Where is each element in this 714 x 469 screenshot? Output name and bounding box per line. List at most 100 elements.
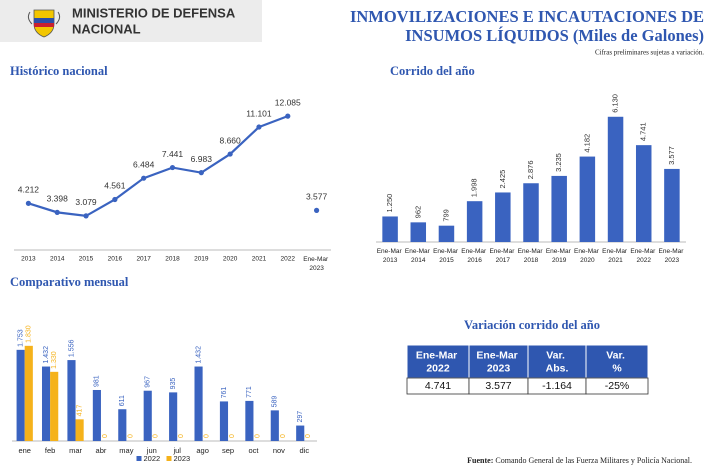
- point: [169, 164, 176, 171]
- point: [141, 175, 147, 181]
- x-tick-label: Ene-Mar 2020: [574, 248, 601, 264]
- x-tick-label: Ene-Mar 2018: [518, 248, 545, 264]
- x-tick-label: 2022: [281, 256, 296, 263]
- value-label: 6.484: [133, 159, 155, 169]
- legend-swatch: [166, 456, 172, 461]
- x-tick-label: 2020: [223, 256, 238, 263]
- bar: [664, 168, 680, 242]
- value-label: 1.556: [68, 339, 75, 357]
- value-label: 1.250: [385, 194, 394, 213]
- value-label: 4.741: [639, 122, 648, 141]
- x-tick-label: Ene-Mar 2014: [405, 248, 432, 264]
- value-label: 0: [127, 434, 134, 438]
- value-label: 0: [178, 434, 185, 438]
- value-label: 0: [204, 434, 211, 438]
- x-tick-label: ene: [18, 446, 31, 455]
- organization: NACIONAL: [72, 21, 141, 36]
- point: [54, 209, 60, 215]
- bar: [245, 400, 254, 441]
- value-label: 589: [272, 396, 279, 408]
- value-label: 1.998: [470, 178, 479, 197]
- x-tick-label: Ene-Mar 2021: [602, 248, 629, 264]
- value-label: 417: [76, 405, 83, 417]
- value-label: 8.660: [219, 135, 241, 145]
- bar: [50, 371, 59, 441]
- point: [83, 213, 89, 219]
- value-label: 981: [94, 375, 101, 387]
- page-title: INSUMOS LÍQUIDOS (Miles de Galones): [405, 26, 704, 45]
- x-tick-label: nov: [273, 446, 285, 455]
- x-tick-label: Ene-Mar 2015: [433, 248, 460, 264]
- value-label: 12.085: [275, 97, 301, 107]
- legend-label: 2023: [174, 454, 191, 463]
- value-label: 3.398: [47, 194, 69, 204]
- point: [313, 207, 320, 213]
- x-tick-label: feb: [45, 446, 55, 455]
- x-tick-label: 2013: [21, 256, 36, 263]
- point: [256, 124, 262, 130]
- column-header: Ene-Mar 2022: [416, 349, 460, 374]
- chart-title: Histórico nacional: [10, 64, 108, 78]
- value-label: 1.753: [17, 329, 24, 347]
- column-header: Ene-Mar 2023: [476, 349, 520, 374]
- x-tick-label: 2018: [165, 256, 180, 263]
- bar: [194, 366, 203, 441]
- point: [112, 196, 118, 203]
- point: [25, 200, 32, 206]
- value-label: 3.235: [554, 153, 563, 172]
- x-tick-label: Ene-Mar 2023: [659, 248, 686, 264]
- value-label: 1.432: [43, 346, 50, 364]
- value-label: 0: [280, 434, 287, 438]
- x-tick-label: 2016: [108, 256, 123, 263]
- value-label: 297: [297, 411, 304, 423]
- page-title: INMOVILIZACIONES E INCAUTACIONES DE: [350, 7, 704, 26]
- x-tick-label: abr: [96, 446, 107, 455]
- value-label: 0: [229, 434, 236, 438]
- cell: [585, 377, 649, 395]
- bar: [67, 360, 76, 441]
- bar: [296, 425, 305, 441]
- value-label: 7.441: [162, 149, 184, 159]
- line: [28, 115, 289, 218]
- value-label: 1.830: [26, 325, 33, 343]
- bar: [24, 345, 33, 441]
- bar: [75, 419, 84, 441]
- value-label: 0: [305, 434, 312, 438]
- bar: [169, 392, 178, 441]
- legend-label: 2022: [144, 454, 161, 463]
- x-tick-label: Ene-Mar 2023: [303, 256, 330, 272]
- x-tick-label: 2014: [50, 256, 65, 263]
- bar: [219, 401, 229, 441]
- chart-title: Comparativo mensual: [10, 275, 129, 289]
- bar: [438, 225, 455, 242]
- value-label: 3.577: [667, 146, 676, 165]
- value-label: 6.983: [191, 154, 213, 164]
- value-label: 2.425: [498, 170, 507, 189]
- x-tick-label: Ene-Mar 2013: [377, 248, 404, 264]
- bar: [410, 222, 427, 242]
- organization: MINISTERIO DE DEFENSA: [72, 5, 236, 20]
- x-tick-label: ago: [196, 446, 209, 455]
- bar: [523, 183, 539, 242]
- value-label: 0: [102, 434, 109, 438]
- value-label: 3.079: [75, 197, 97, 207]
- point: [285, 113, 291, 119]
- bar: [270, 410, 279, 441]
- value-label: 0: [254, 434, 261, 438]
- cell-text: -25%: [605, 380, 630, 392]
- legend-swatch: [136, 456, 142, 461]
- value-label: 4.182: [582, 134, 591, 153]
- bar: [551, 175, 567, 242]
- x-tick-label: mar: [69, 446, 82, 455]
- value-label: 611: [119, 395, 126, 406]
- value-label: 1.432: [195, 346, 202, 364]
- column-header: Var. Abs.: [546, 349, 569, 374]
- x-tick-label: may: [119, 446, 133, 455]
- value-label: 11.101: [246, 108, 272, 118]
- value-label: 761: [221, 387, 228, 399]
- x-tick-label: sep: [222, 446, 234, 455]
- x-tick-label: dic: [299, 446, 309, 455]
- x-tick-label: 2017: [136, 256, 151, 263]
- bar: [41, 366, 51, 441]
